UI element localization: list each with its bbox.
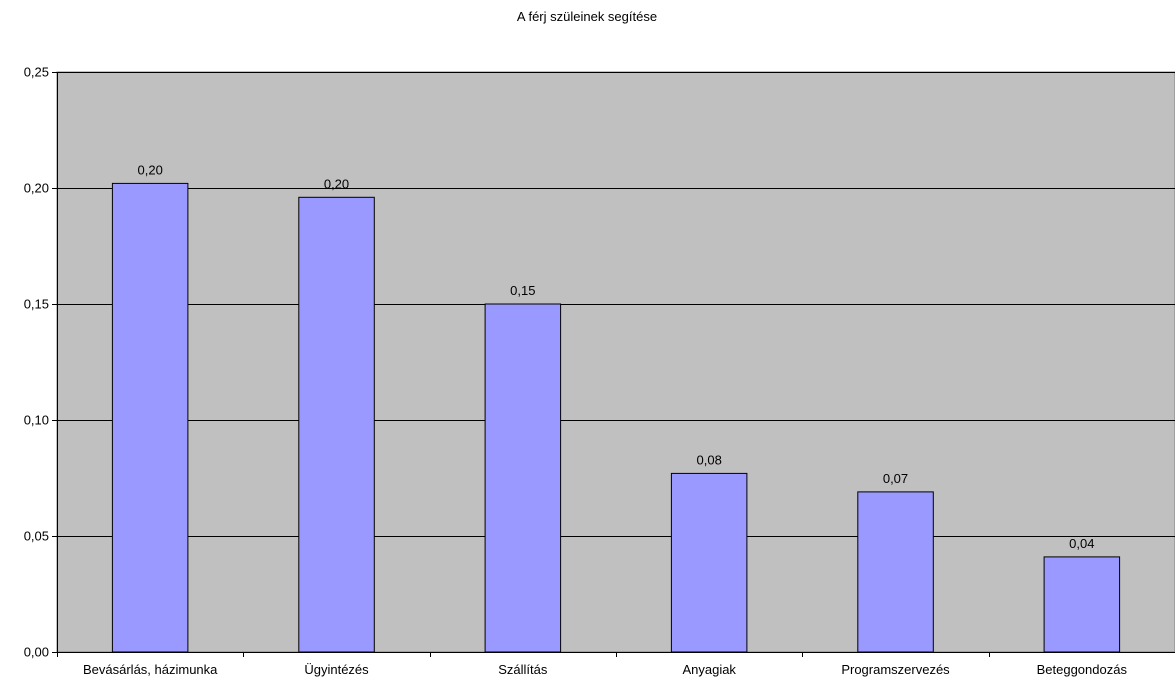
data-label: 0,20 [138, 162, 163, 177]
data-label: 0,15 [510, 283, 535, 298]
bar [670, 472, 748, 653]
data-labels: 0,20 0,20 0,15 0,08 0,07 0,04 [138, 162, 1095, 551]
data-label: 0,08 [697, 452, 722, 467]
bar [111, 182, 189, 653]
x-tick-label: Szállítás [498, 662, 548, 677]
y-tick-label: 0,00 [24, 645, 49, 660]
y-axis: 0,00 0,05 0,10 0,15 0,20 0,25 [24, 65, 58, 660]
bar [1043, 556, 1121, 653]
bar [857, 491, 934, 653]
y-tick-label: 0,20 [24, 181, 49, 196]
y-tick-label: 0,05 [24, 529, 49, 544]
data-label: 0,04 [1069, 536, 1094, 551]
x-tick-label: Programszervezés [841, 662, 950, 677]
y-tick-label: 0,15 [24, 297, 49, 312]
plot-area [56, 71, 1175, 653]
bar [484, 303, 562, 653]
x-tick-label: Beteggondozás [1037, 662, 1128, 677]
x-axis: Bevásárlás, házimunka Ügyintézés Szállítás… [57, 652, 1175, 677]
chart-title: A férj szüleinek segítése [517, 9, 657, 24]
x-tick-label: Anyagiak [682, 662, 736, 677]
data-label: 0,07 [883, 471, 908, 486]
x-tick-label: Ügyintézés [304, 662, 369, 677]
y-tick-label: 0,10 [24, 413, 49, 428]
bars [111, 182, 1121, 653]
y-tick-label: 0,25 [24, 65, 49, 80]
x-tick-label: Bevásárlás, házimunka [83, 662, 218, 677]
data-label: 0,20 [324, 176, 349, 191]
bar [298, 196, 375, 653]
gridlines [57, 72, 1175, 537]
